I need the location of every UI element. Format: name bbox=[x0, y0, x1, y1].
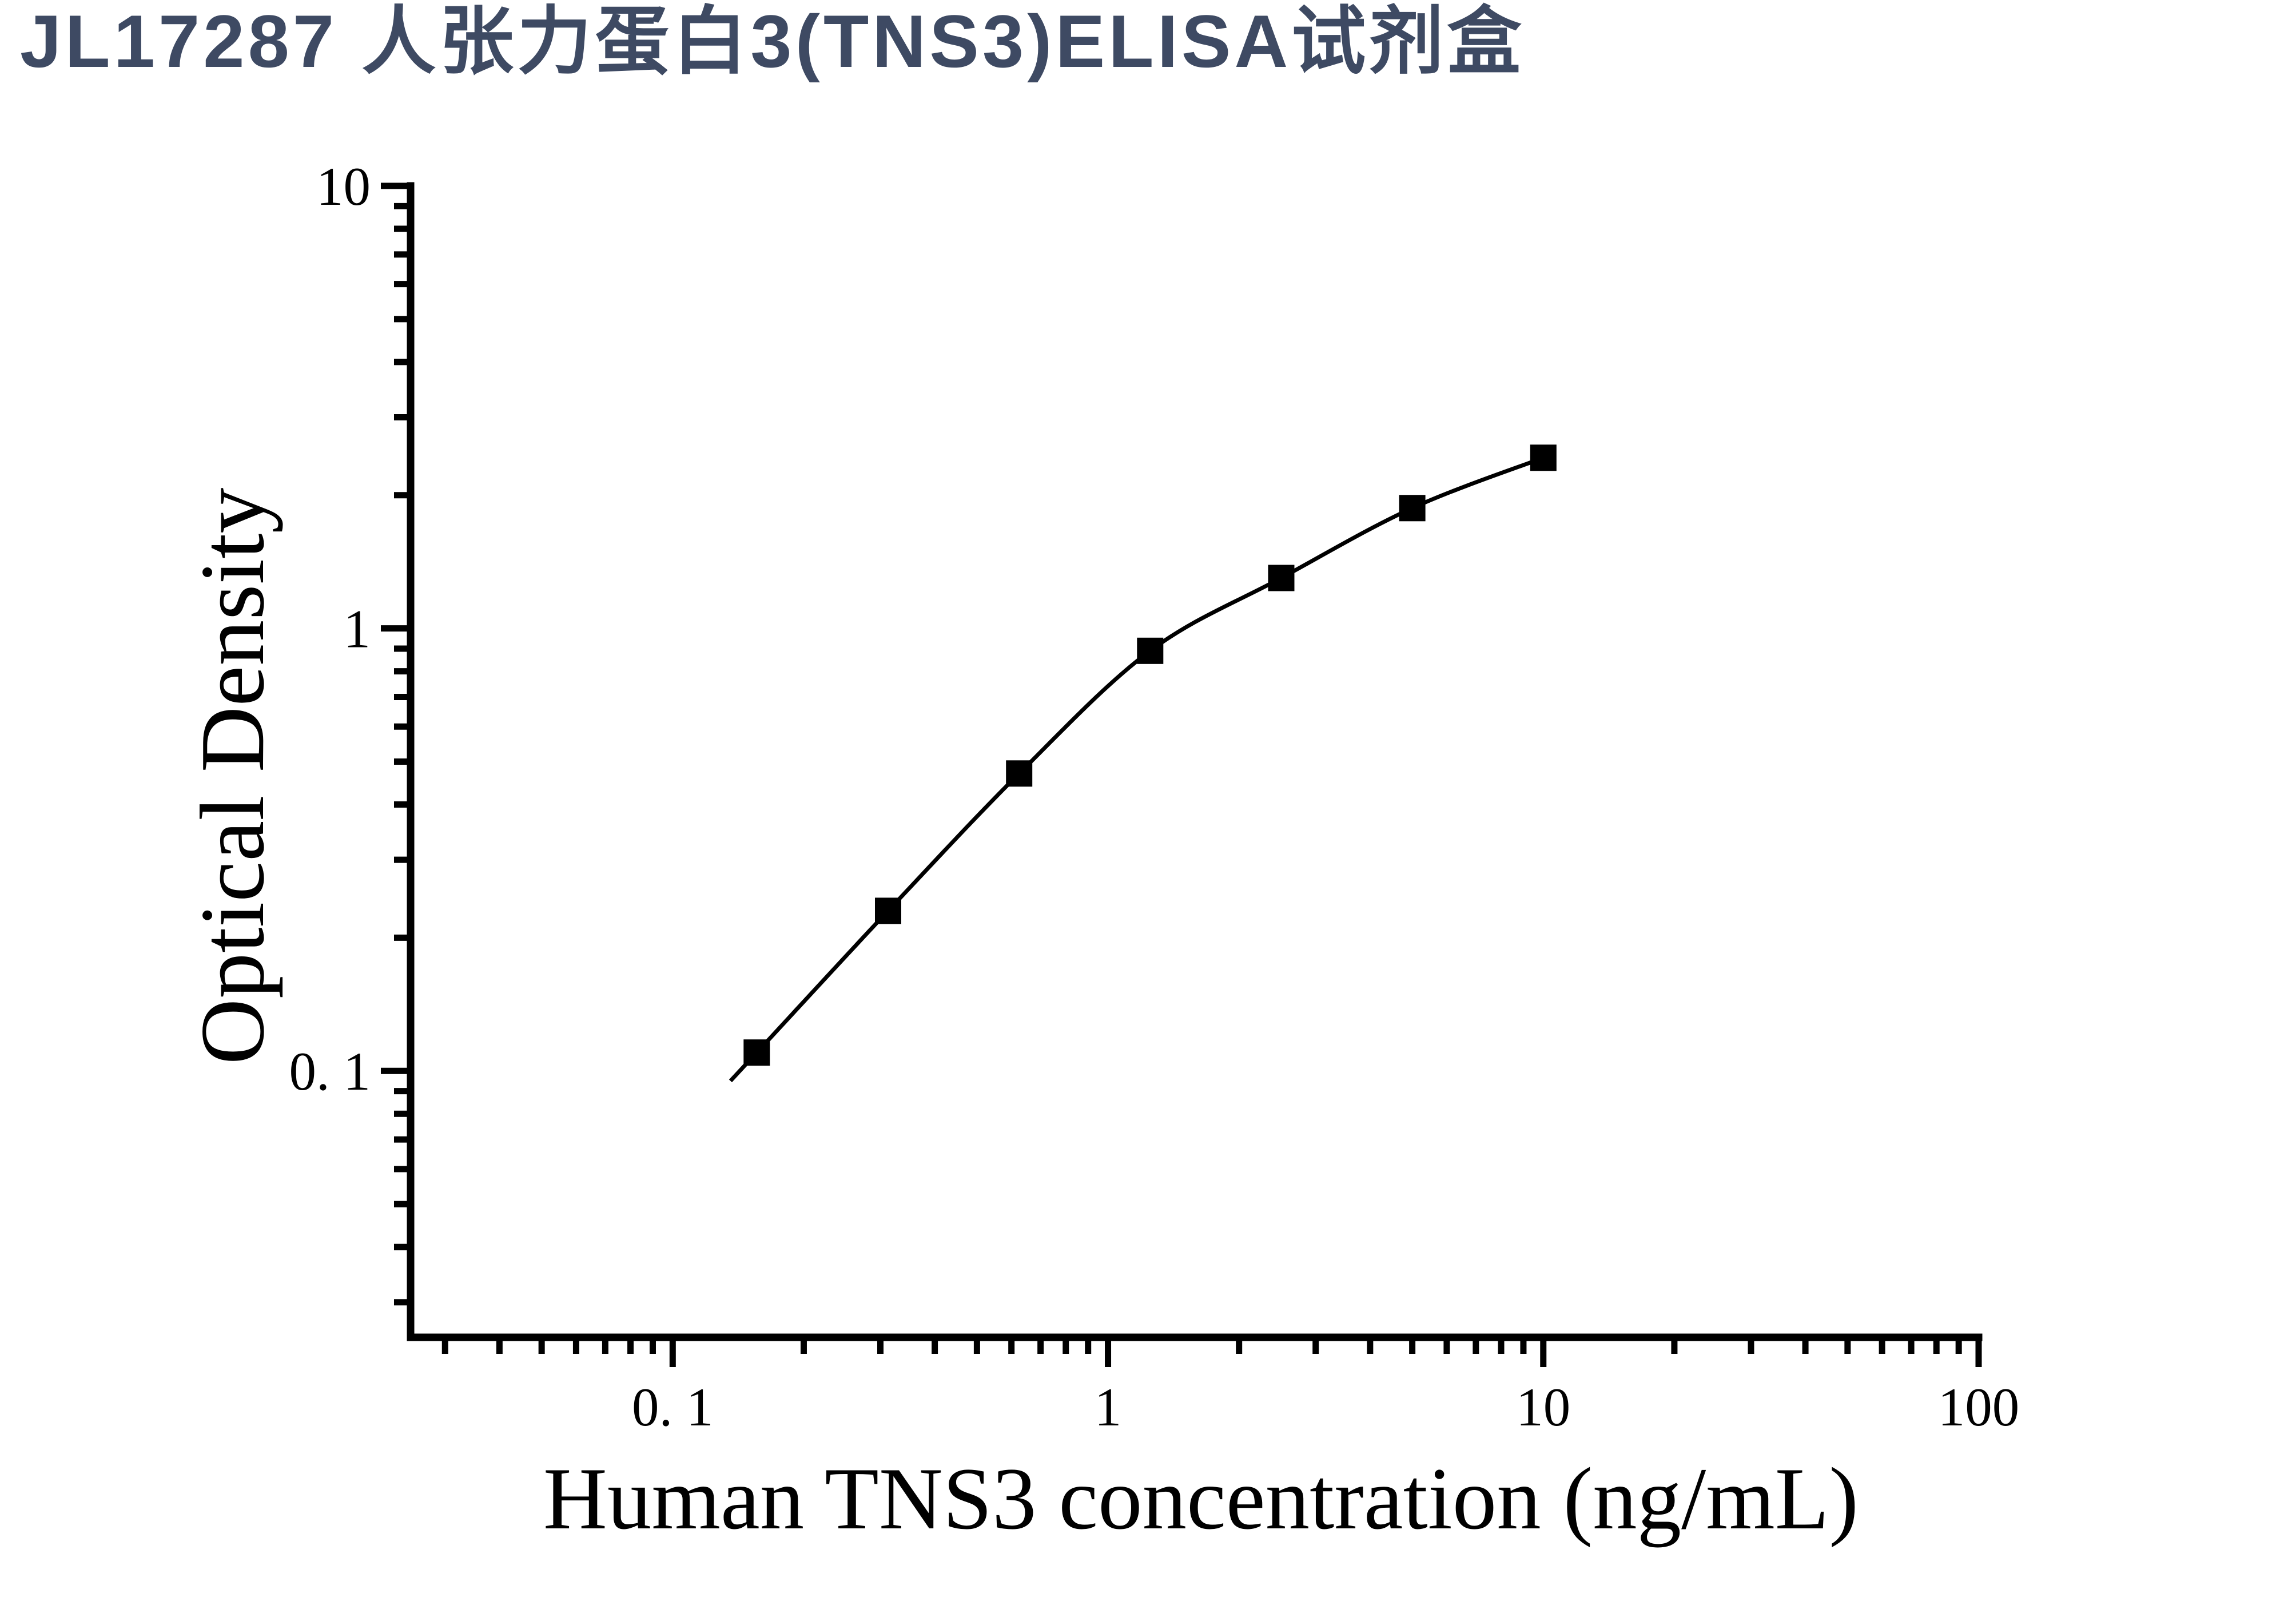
data-point-marker bbox=[1399, 495, 1426, 522]
y-tick-label: 10 bbox=[316, 156, 371, 217]
fit-curve bbox=[729, 456, 1545, 1083]
data-point-marker bbox=[1006, 760, 1033, 787]
page-title: JL17287 人张力蛋白3(TNS3)ELISA试剂盒 bbox=[20, 0, 1525, 83]
y-tick-label: 1 bbox=[344, 599, 371, 660]
x-tick-label: 10 bbox=[1516, 1377, 1570, 1437]
x-tick-label: 0. 1 bbox=[632, 1377, 714, 1437]
x-tick-label: 1 bbox=[1095, 1377, 1122, 1437]
data-point-marker bbox=[1530, 444, 1557, 471]
data-point-marker bbox=[743, 1039, 770, 1066]
y-axis-title: Optical Density bbox=[181, 488, 283, 1065]
y-tick-label: 0. 1 bbox=[289, 1041, 371, 1102]
data-point-marker bbox=[1268, 565, 1295, 591]
data-point-marker bbox=[1137, 637, 1164, 664]
x-axis-title: Human TNS3 concentration (ng/mL) bbox=[543, 1449, 1859, 1548]
x-tick-label: 100 bbox=[1938, 1377, 2020, 1437]
data-point-marker bbox=[875, 897, 901, 924]
axis-lines bbox=[407, 182, 1983, 1341]
